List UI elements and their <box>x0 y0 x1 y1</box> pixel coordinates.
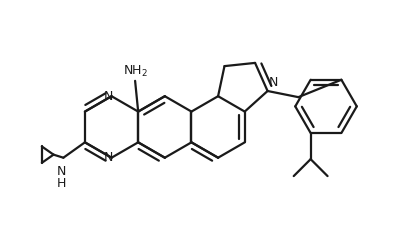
Text: NH$_2$: NH$_2$ <box>122 64 147 79</box>
Text: N: N <box>104 90 113 103</box>
Text: N
H: N H <box>57 165 66 190</box>
Text: N: N <box>268 76 278 89</box>
Text: N: N <box>104 151 113 164</box>
